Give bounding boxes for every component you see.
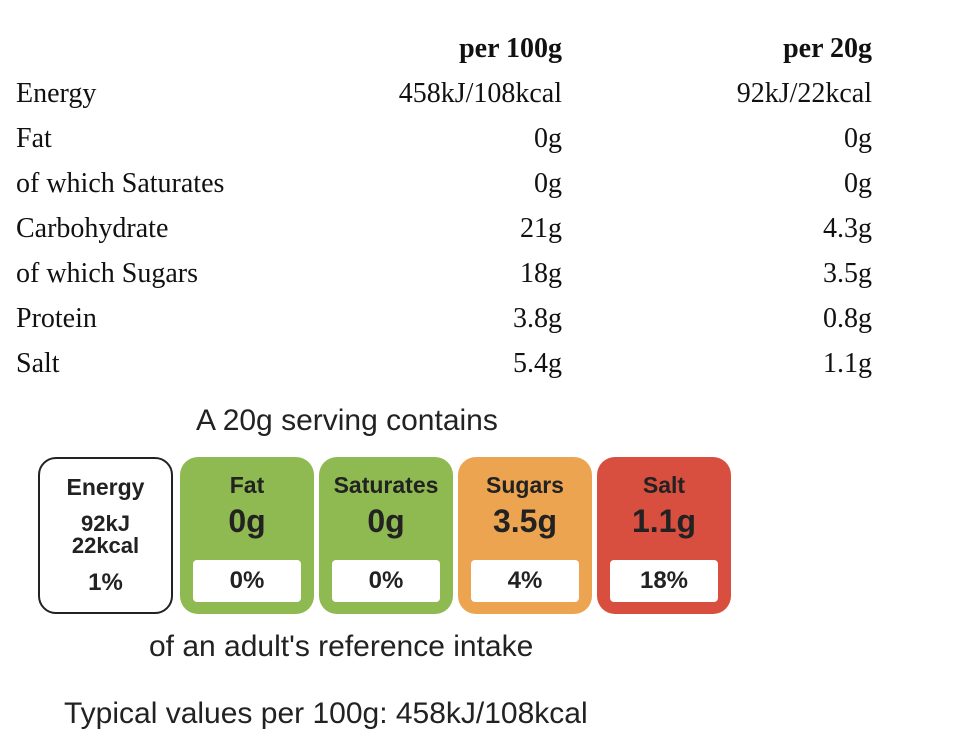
row-per-100g: 21g xyxy=(520,213,562,244)
table-row: of which Saturates 0g 0g xyxy=(16,161,872,206)
salt-tile-name: Salt xyxy=(642,472,686,498)
table-header-row: per 100g per 20g xyxy=(16,26,872,71)
row-per-20g: 4.3g xyxy=(823,213,872,244)
row-per-100g: 3.8g xyxy=(513,303,562,334)
row-per-100g: 458kJ/108kcal xyxy=(398,78,562,109)
header-per-100g: per 100g xyxy=(459,33,562,64)
salt-tile: Salt 1.1g 18% xyxy=(597,457,731,614)
nutrition-table: per 100g per 20g Energy 458kJ/108kcal 92… xyxy=(16,26,872,386)
saturates-amount: 0g xyxy=(367,503,405,539)
row-label: Salt xyxy=(16,348,60,379)
fat-amount: 0g xyxy=(228,503,266,539)
row-per-20g: 3.5g xyxy=(823,258,872,289)
fat-tile: Fat 0g 0% xyxy=(180,457,314,614)
table-row: Carbohydrate 21g 4.3g xyxy=(16,206,872,251)
row-label: of which Sugars xyxy=(16,258,198,289)
row-per-20g: 1.1g xyxy=(823,348,872,379)
header-label xyxy=(16,26,346,71)
row-label: Fat xyxy=(16,123,52,154)
table-row: Protein 3.8g 0.8g xyxy=(16,296,872,341)
front-of-pack-label: Energy 92kJ 22kcal 1% Fat 0g 0% Saturate… xyxy=(38,457,734,614)
fat-tile-name: Fat xyxy=(229,472,265,498)
row-label: Energy xyxy=(16,78,97,109)
header-per-20g: per 20g xyxy=(783,33,872,64)
saturates-percent: 0% xyxy=(332,560,440,602)
row-per-20g: 0g xyxy=(844,168,872,199)
table-row: of which Sugars 18g 3.5g xyxy=(16,251,872,296)
table-row: Fat 0g 0g xyxy=(16,116,872,161)
row-per-100g: 0g xyxy=(534,168,562,199)
row-per-100g: 5.4g xyxy=(513,348,562,379)
sugars-tile-name: Sugars xyxy=(486,472,564,498)
reference-intake-note: of an adult's reference intake xyxy=(149,630,534,663)
serving-title: A 20g serving contains xyxy=(196,404,498,437)
row-per-20g: 92kJ/22kcal xyxy=(736,78,872,109)
table-row: Energy 458kJ/108kcal 92kJ/22kcal xyxy=(16,71,872,116)
energy-kj: 92kJ xyxy=(81,511,130,536)
saturates-tile: Saturates 0g 0% xyxy=(319,457,453,614)
salt-amount: 1.1g xyxy=(631,503,697,539)
energy-percent: 1% xyxy=(88,569,123,596)
row-per-20g: 0.8g xyxy=(823,303,872,334)
salt-percent: 18% xyxy=(610,560,718,602)
row-label: of which Saturates xyxy=(16,168,225,199)
row-per-100g: 0g xyxy=(534,123,562,154)
sugars-tile: Sugars 3.5g 4% xyxy=(458,457,592,614)
row-label: Carbohydrate xyxy=(16,213,169,244)
typical-values-note: Typical values per 100g: 458kJ/108kcal xyxy=(64,697,588,730)
energy-tile-name: Energy xyxy=(66,474,145,500)
saturates-tile-name: Saturates xyxy=(333,472,439,498)
row-per-20g: 0g xyxy=(844,123,872,154)
row-label: Protein xyxy=(16,303,97,334)
row-per-100g: 18g xyxy=(520,258,562,289)
sugars-amount: 3.5g xyxy=(492,503,558,539)
energy-tile: Energy 92kJ 22kcal 1% xyxy=(38,457,173,614)
table-row: Salt 5.4g 1.1g xyxy=(16,341,872,386)
sugars-percent: 4% xyxy=(471,560,579,602)
energy-kcal: 22kcal xyxy=(71,533,140,558)
fat-percent: 0% xyxy=(193,560,301,602)
